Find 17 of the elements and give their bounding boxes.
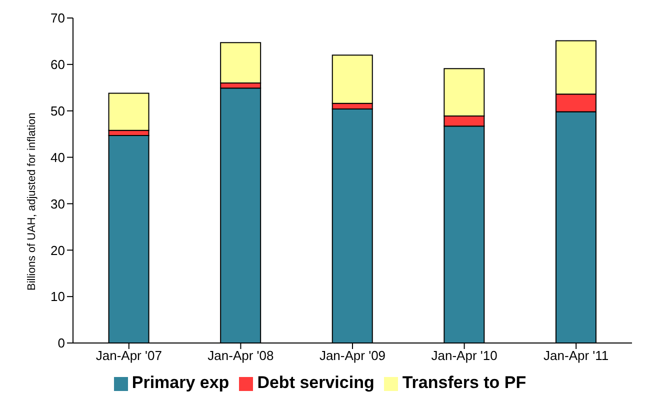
y-tick-label: 20: [50, 242, 65, 258]
y-tick-label: 60: [50, 57, 65, 72]
y-axis-title: Billions of UAH, adjusted for inflation: [26, 112, 38, 290]
x-tick-label: Jan-Apr '09: [319, 348, 386, 364]
x-tick-label: Jan-Apr '07: [96, 348, 162, 364]
y-tick-label: 10: [50, 289, 65, 304]
y-tick-label: 0: [58, 336, 65, 351]
y-tick-label: 50: [50, 103, 65, 118]
legend-label: Primary exp: [132, 373, 230, 392]
y-tick-label: 40: [50, 150, 65, 165]
x-tick-label: Jan-Apr '10: [431, 348, 498, 364]
y-tick-label: 70: [50, 10, 65, 26]
x-tick-label: Jan-Apr '08: [208, 348, 274, 364]
y-tick-label: 30: [50, 196, 65, 212]
legend-label: Transfers to PF: [402, 373, 526, 392]
legend-label: Debt servicing: [257, 373, 374, 392]
x-tick-label: Jan-Apr '11: [544, 348, 609, 364]
